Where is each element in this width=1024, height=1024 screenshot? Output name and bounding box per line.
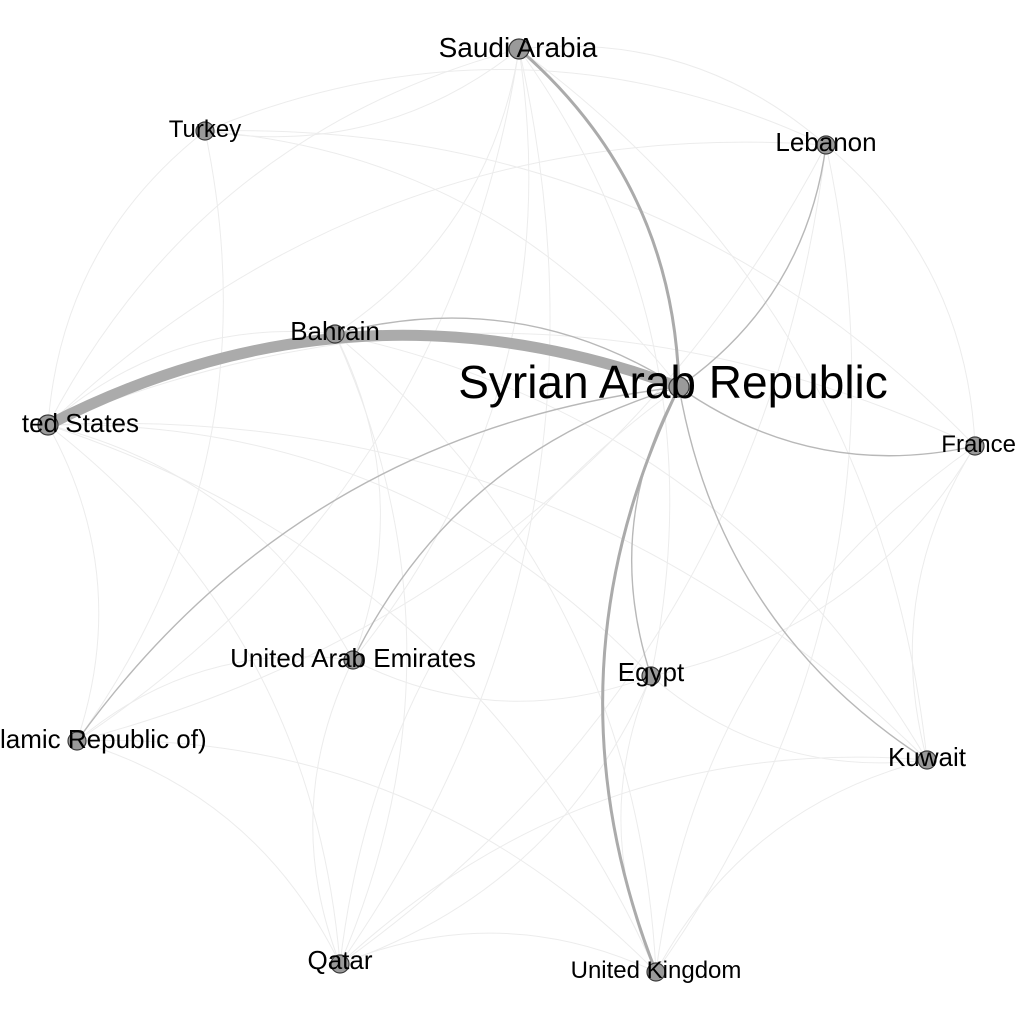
edge-iran-uae bbox=[76, 656, 354, 742]
node-dot-uk[interactable] bbox=[646, 962, 666, 982]
edge-usa-syria bbox=[42, 329, 685, 431]
edge-france-egypt bbox=[650, 445, 976, 677]
node-label-lebanon: Lebanon bbox=[775, 127, 876, 157]
node-label-syria: Syrian Arab Republic bbox=[458, 356, 888, 408]
edge-saudi-bahrain bbox=[334, 48, 520, 335]
edge-lebanon-uk bbox=[655, 144, 853, 973]
edge-usa-uae bbox=[47, 424, 354, 661]
node-dot-lebanon[interactable] bbox=[816, 135, 836, 155]
edge-bahrain-uk bbox=[334, 333, 657, 973]
edge-usa-egypt bbox=[47, 424, 652, 677]
node-label-iran: lamic Republic of) bbox=[0, 724, 207, 754]
node-dot-egypt[interactable] bbox=[641, 666, 661, 686]
edge-saudi-syria bbox=[517, 47, 681, 389]
edge-usa-uk bbox=[47, 424, 657, 973]
edge-usa-saudi bbox=[47, 48, 520, 426]
node-label-turkey: Turkey bbox=[169, 116, 241, 143]
node-dot-bahrain[interactable] bbox=[325, 324, 345, 344]
node-dot-united-states[interactable] bbox=[37, 414, 59, 436]
edge-egypt-qatar bbox=[339, 675, 652, 965]
edge-lebanon-france bbox=[825, 144, 976, 447]
edge-iran-uk bbox=[76, 739, 657, 973]
edge-france-syria bbox=[678, 386, 976, 457]
edge-usa-france bbox=[47, 332, 976, 447]
edge-turkey-france bbox=[204, 130, 976, 447]
node-dot-iran[interactable] bbox=[67, 731, 87, 751]
edge-saudi-egypt bbox=[518, 48, 671, 677]
edge-saudi-qatar bbox=[339, 48, 551, 965]
edge-bahrain-syria bbox=[334, 317, 680, 388]
node-label-kuwait: Kuwait bbox=[888, 742, 967, 772]
edge-qatar-syria bbox=[339, 386, 680, 965]
edge-lebanon-syria bbox=[678, 144, 827, 388]
edge-usa-bahrain bbox=[47, 331, 336, 426]
edge-usa-turkey bbox=[47, 130, 206, 426]
edge-turkey-iran bbox=[76, 130, 224, 742]
node-label-france: France bbox=[941, 431, 1016, 458]
node-dot-qatar[interactable] bbox=[330, 954, 350, 974]
edge-iran-qatar bbox=[76, 740, 341, 965]
node-label-saudi-arabia: Saudi Arabia bbox=[439, 32, 598, 63]
edge-usa-kuwait bbox=[47, 422, 928, 761]
node-dot-saudi-arabia[interactable] bbox=[508, 38, 530, 60]
node-label-uk: United Kingdom bbox=[571, 957, 742, 984]
edge-turkey-lebanon bbox=[204, 69, 827, 146]
edge-egypt-uae bbox=[352, 659, 652, 702]
edge-kuwait-egypt bbox=[650, 675, 928, 764]
edge-kuwait-france bbox=[911, 445, 976, 761]
edges-layer bbox=[42, 45, 976, 974]
edge-bahrain-uae bbox=[334, 333, 381, 661]
edge-saudi-uae bbox=[352, 48, 530, 661]
edge-kuwait-syria bbox=[678, 386, 928, 761]
node-dot-uae[interactable] bbox=[343, 650, 363, 670]
node-label-united-states: ted States bbox=[22, 408, 139, 438]
node-dot-kuwait[interactable] bbox=[917, 750, 937, 770]
edge-bahrain-kuwait bbox=[334, 333, 928, 761]
edge-qatar-kuwait bbox=[339, 756, 928, 965]
edge-saudi-iran bbox=[76, 48, 520, 742]
edge-lebanon-iran bbox=[76, 144, 827, 742]
node-label-egypt: Egypt bbox=[618, 657, 685, 687]
edge-uk-syria bbox=[601, 385, 681, 974]
edge-uae-syria bbox=[352, 386, 680, 661]
node-dot-turkey[interactable] bbox=[195, 121, 215, 141]
edge-iran-syria bbox=[76, 386, 680, 742]
labels-layer: Syrian Arab Republic Saudi Arabia Turkey… bbox=[0, 32, 1016, 984]
edge-uk-kuwait bbox=[655, 759, 928, 973]
edge-qatar-uk bbox=[339, 932, 657, 973]
edge-uk-france bbox=[655, 445, 976, 973]
node-label-qatar: Qatar bbox=[307, 945, 372, 975]
node-dot-france[interactable] bbox=[965, 436, 985, 456]
edge-usa-iran bbox=[47, 424, 100, 742]
edge-saudi-lebanon bbox=[518, 45, 827, 146]
edge-qatar-uae bbox=[312, 659, 354, 965]
edge-lebanon-qatar bbox=[339, 144, 827, 965]
edge-usa-qatar bbox=[47, 424, 341, 965]
node-dot-syria[interactable] bbox=[668, 376, 690, 398]
edge-saudi-kuwait bbox=[518, 48, 928, 761]
nodes-layer bbox=[37, 38, 985, 982]
edge-usa-lebanon bbox=[47, 141, 827, 426]
edge-turkey-syria bbox=[204, 130, 680, 388]
node-label-uae: United Arab Emirates bbox=[230, 643, 476, 673]
node-label-bahrain: Bahrain bbox=[290, 316, 380, 346]
